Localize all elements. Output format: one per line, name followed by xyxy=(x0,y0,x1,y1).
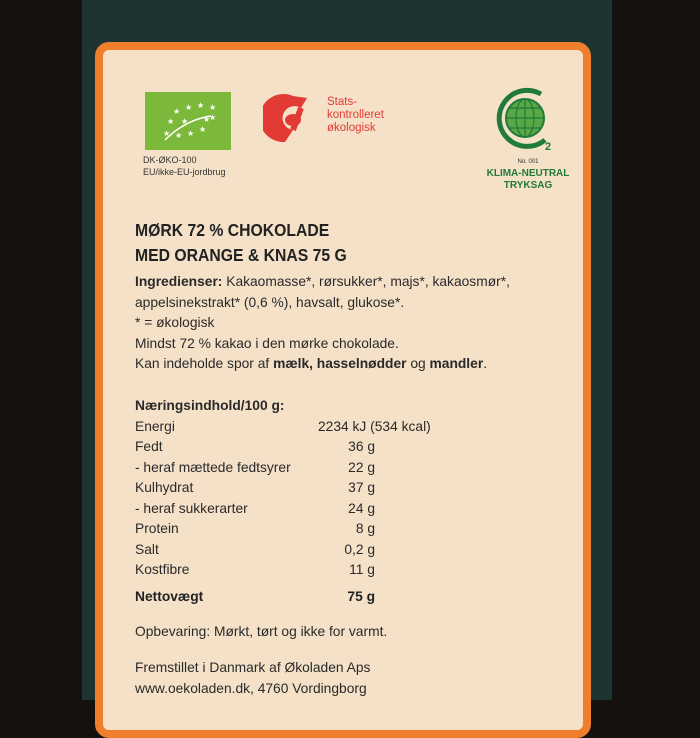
svg-text:★: ★ xyxy=(209,103,216,112)
svg-text:★: ★ xyxy=(181,117,188,126)
product-label: ★ ★ ★ ★ ★ ★ ★ ★ ★ ★ ★ ★ DK-ØKO-100 EU/ikke-EU-jor… xyxy=(95,42,591,738)
svg-text:★: ★ xyxy=(199,125,206,134)
table-row: - heraf sukkerarter 24 g xyxy=(135,500,375,516)
table-row: Fedt 36 g xyxy=(135,439,375,454)
table-row: Kostfibre 11 g xyxy=(135,562,375,577)
ingredients-block: Ingredienser: Kakaomasse*, rørsukker*, m… xyxy=(135,274,510,371)
stats-kontrolleret-text: Stats- kontrolleret økologisk xyxy=(327,96,384,134)
table-row: - heraf mættede fedtsyrer 22 g xyxy=(135,459,375,475)
table-row: Kulhydrat 37 g xyxy=(135,480,375,495)
svg-text:★: ★ xyxy=(163,129,170,138)
product-title: MØRK 72 % CHOKOLADE MED ORANGE & KNAS 75… xyxy=(135,220,347,265)
eu-organic-code: DK-ØKO-100 EU/ikke-EU-jordbrug xyxy=(143,155,226,177)
co2-subscript: 2 xyxy=(545,141,551,153)
nutrition-heading: Næringsindhold/100 g: xyxy=(135,398,285,413)
table-row: Salt 0,2 g xyxy=(135,541,375,557)
table-row: Protein 8 g xyxy=(135,521,375,536)
stats-kontrolleret-oe-icon xyxy=(263,94,307,143)
svg-text:★: ★ xyxy=(187,129,194,138)
storage-text: Opbevaring: Mørkt, tørt og ikke for varm… xyxy=(135,624,388,639)
svg-text:★: ★ xyxy=(185,103,192,112)
svg-text:★: ★ xyxy=(167,117,174,126)
svg-text:★: ★ xyxy=(173,107,180,116)
table-row: Energi 2234 kJ (534 kcal) xyxy=(135,418,431,434)
eu-organic-leaf-icon: ★ ★ ★ ★ ★ ★★ ★ ★ ★★★ xyxy=(145,92,231,150)
svg-text:★: ★ xyxy=(197,101,204,110)
svg-text:★: ★ xyxy=(175,131,182,140)
nutrition-table: Næringsindhold/100 g: Energi 2234 kJ (534… xyxy=(135,396,431,581)
producer-text: Fremstillet i Danmark af Økoladen Aps ww… xyxy=(135,660,371,696)
klima-neutral-text: No. 001 KLIMA-NEUTRAL TRYKSAG xyxy=(486,159,570,191)
net-weight: Nettovægt 75 g xyxy=(135,589,375,604)
kyoto-protocol-globe-icon: 2 xyxy=(496,87,551,153)
svg-text:★: ★ xyxy=(203,115,210,124)
svg-text:★: ★ xyxy=(209,113,216,122)
